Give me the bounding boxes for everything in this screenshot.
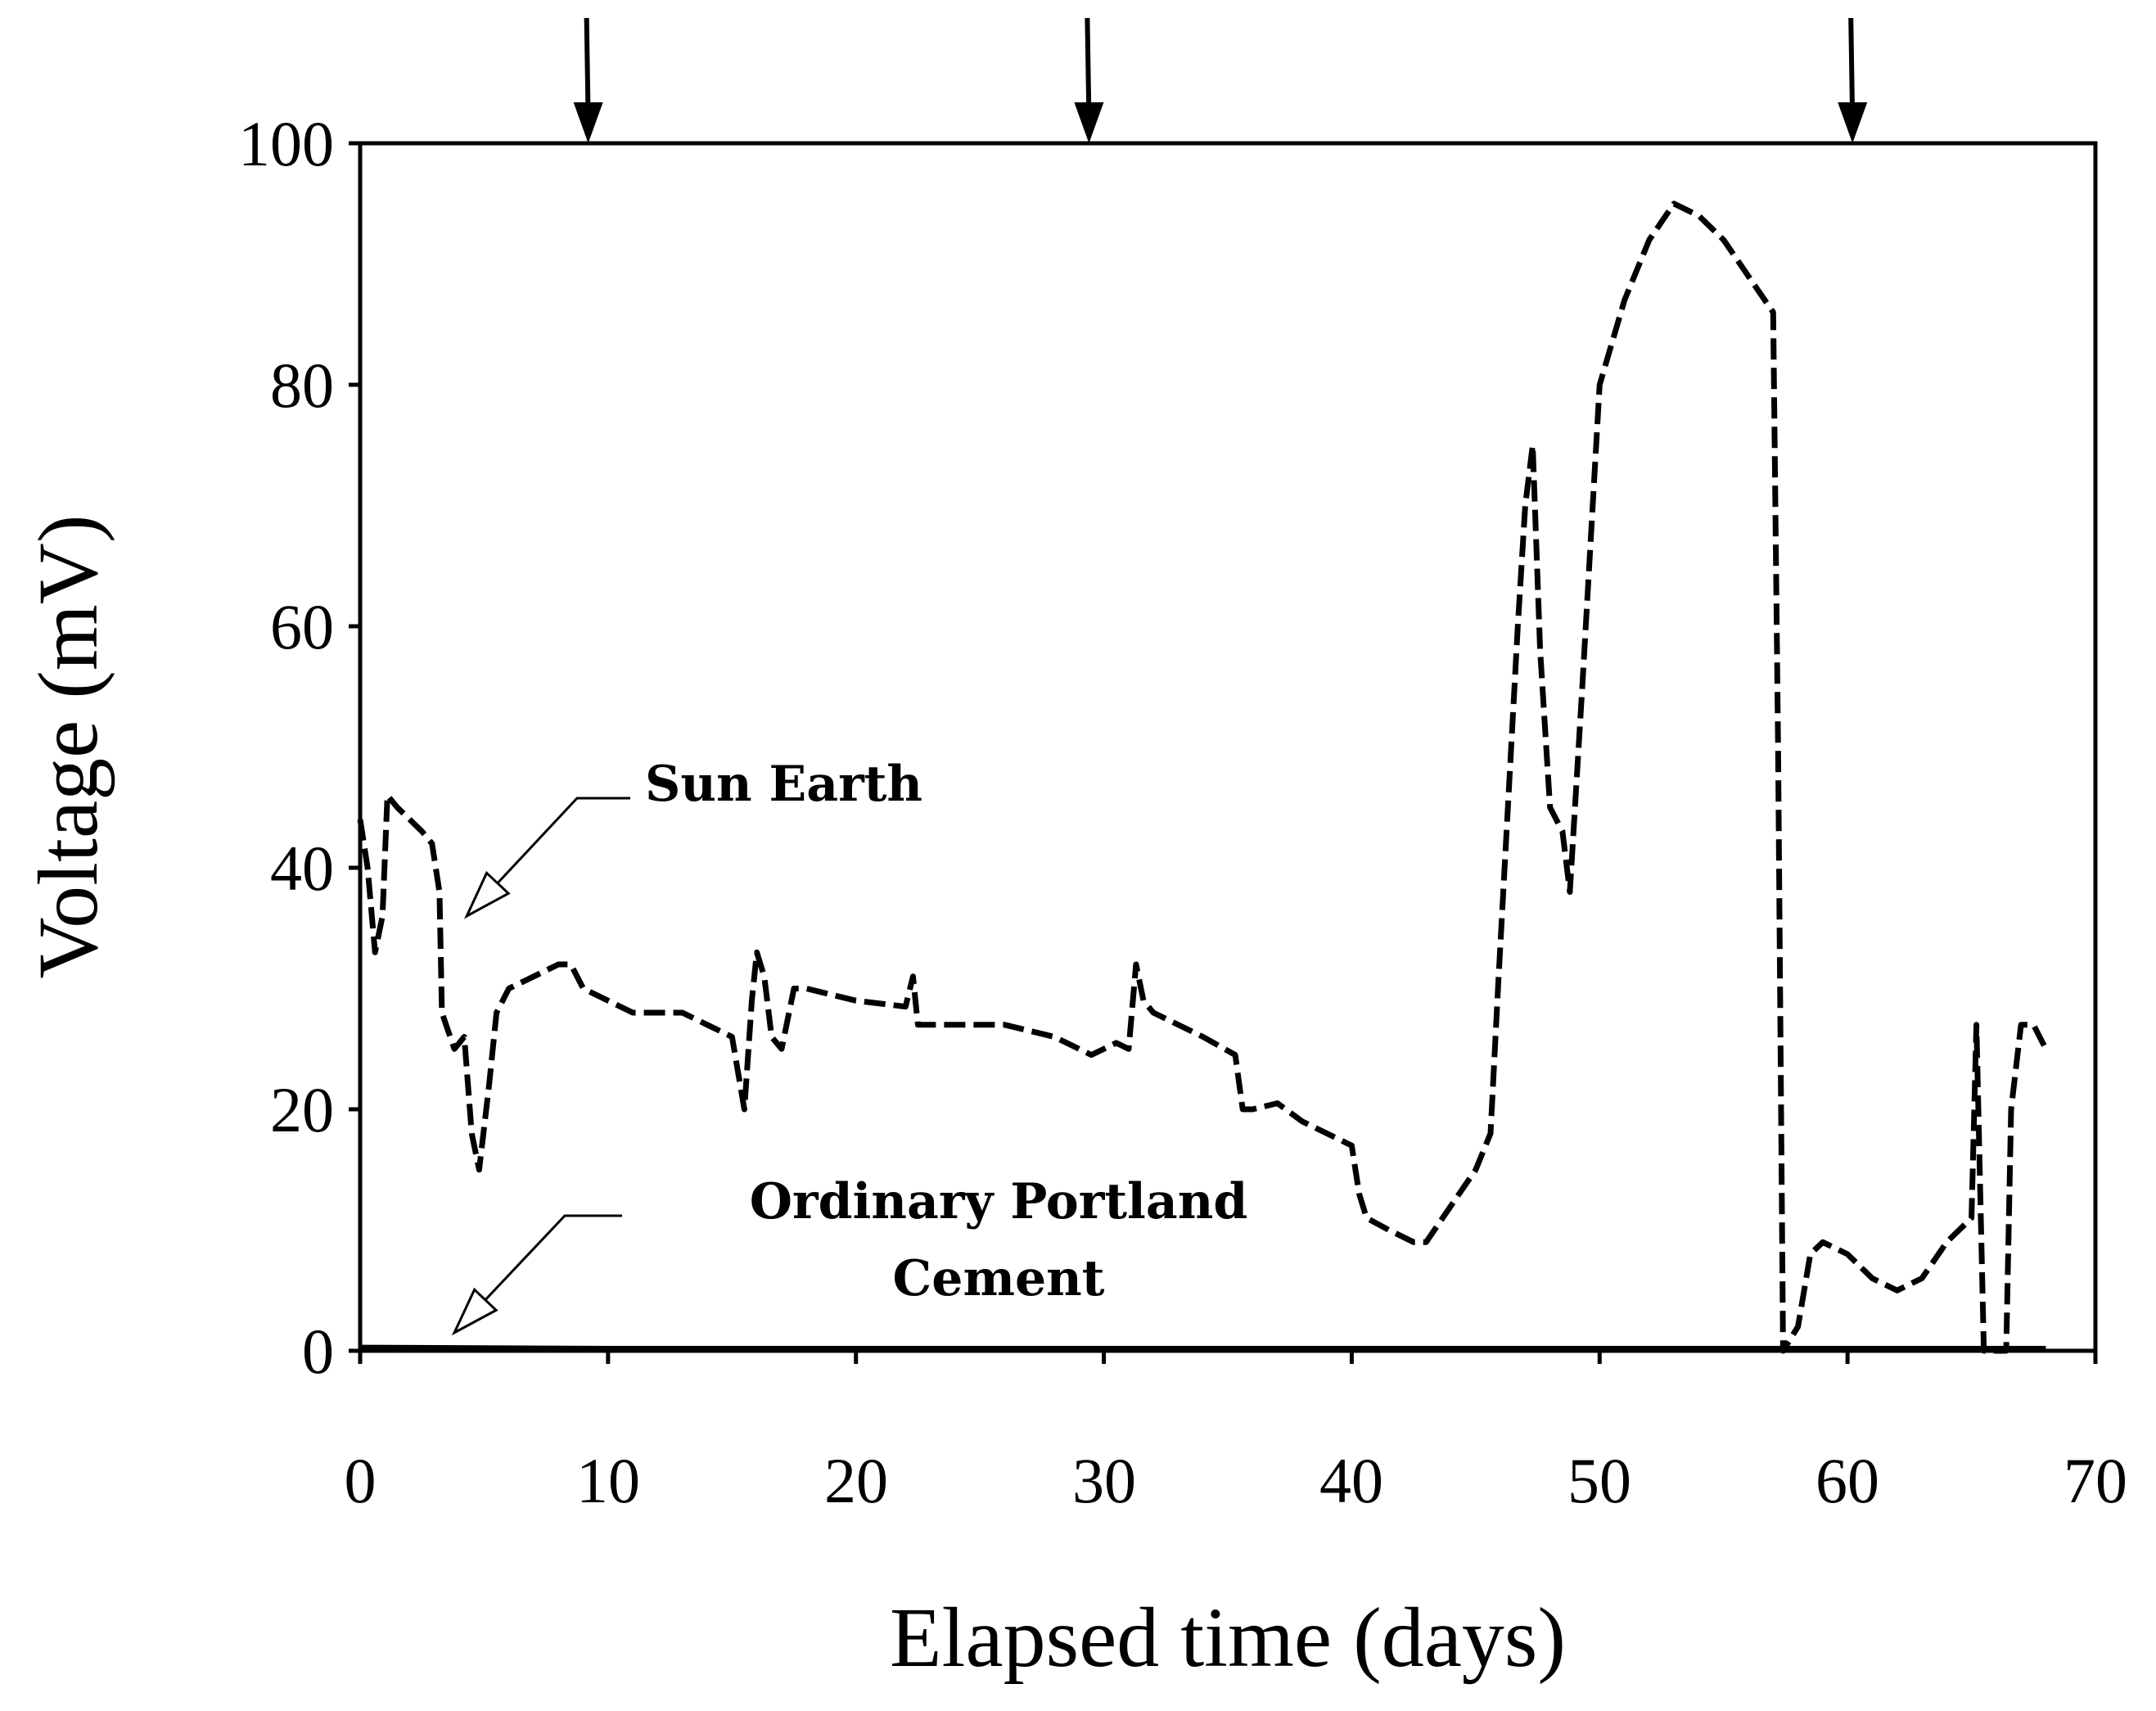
sun-earth-label: Sun Earth: [645, 756, 922, 813]
leader-line: [466, 797, 630, 918]
event-arrow-head: [573, 102, 603, 143]
annotation-opc: Ordinary Portland Cement: [750, 1173, 1248, 1307]
leader-line: [453, 1214, 622, 1334]
x-tick-label: 0: [345, 1445, 377, 1516]
y-tick-label: 100: [238, 108, 334, 179]
x-tick-label: 60: [1815, 1445, 1879, 1516]
opc-label-line1: Ordinary Portland: [750, 1173, 1248, 1230]
event-arrow-shaft: [1848, 17, 1856, 120]
y-axis-title: Voltage (mV): [21, 514, 115, 978]
event-arrow-shaft: [1085, 17, 1092, 120]
annotation-arrows: [451, 797, 630, 1336]
x-axis-ticks: 0 10 20 30 40 50 60 70: [345, 1445, 2128, 1516]
series-layer: [357, 201, 2049, 1354]
x-axis-title: Elapsed time (days): [890, 1591, 1566, 1685]
x-tick-marks: [358, 1351, 2098, 1364]
series-sun-earth: [357, 201, 2049, 1354]
x-tick-label: 30: [1072, 1445, 1136, 1516]
event-arrow-head: [1838, 102, 1868, 143]
event-arrow-head: [1074, 102, 1104, 143]
x-tick-label: 50: [1567, 1445, 1631, 1516]
event-markers: [573, 17, 1868, 143]
x-tick-label: 40: [1319, 1445, 1383, 1516]
leader-arrowhead: [463, 870, 511, 919]
y-axis-ticks: 0 20 40 60 80 100: [238, 108, 334, 1387]
x-tick-label: 10: [576, 1445, 640, 1516]
event-arrow-shaft: [584, 17, 591, 120]
annotation-sun-earth: Sun Earth: [645, 756, 922, 813]
y-tick-label: 80: [270, 350, 334, 421]
y-tick-label: 60: [270, 591, 334, 662]
x-tick-label: 70: [2064, 1445, 2127, 1516]
y-tick-label: 40: [270, 833, 334, 904]
opc-label-line2: Cement: [893, 1250, 1105, 1307]
x-tick-label: 20: [824, 1445, 888, 1516]
y-tick-label: 20: [270, 1074, 334, 1145]
plot-frame: [358, 141, 2098, 1353]
leader-arrowhead: [451, 1287, 498, 1336]
y-tick-label: 0: [302, 1316, 334, 1387]
y-tick-marks: [349, 141, 360, 1353]
